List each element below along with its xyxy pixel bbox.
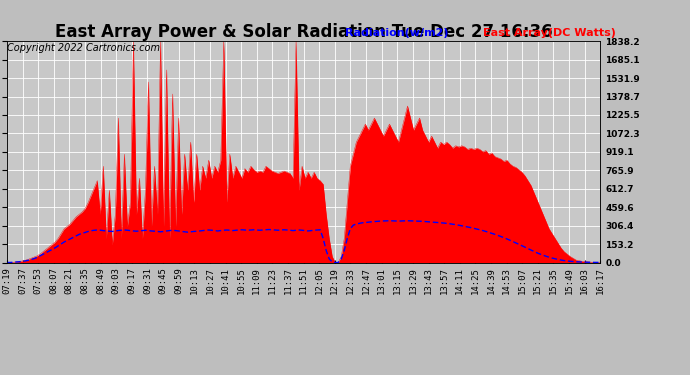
Text: Radiation(w/m2): Radiation(w/m2) (345, 28, 448, 38)
Text: Copyright 2022 Cartronics.com: Copyright 2022 Cartronics.com (7, 43, 160, 52)
Text: East Array(DC Watts): East Array(DC Watts) (483, 28, 616, 38)
Title: East Array Power & Solar Radiation Tue Dec 27 16:36: East Array Power & Solar Radiation Tue D… (55, 23, 553, 41)
